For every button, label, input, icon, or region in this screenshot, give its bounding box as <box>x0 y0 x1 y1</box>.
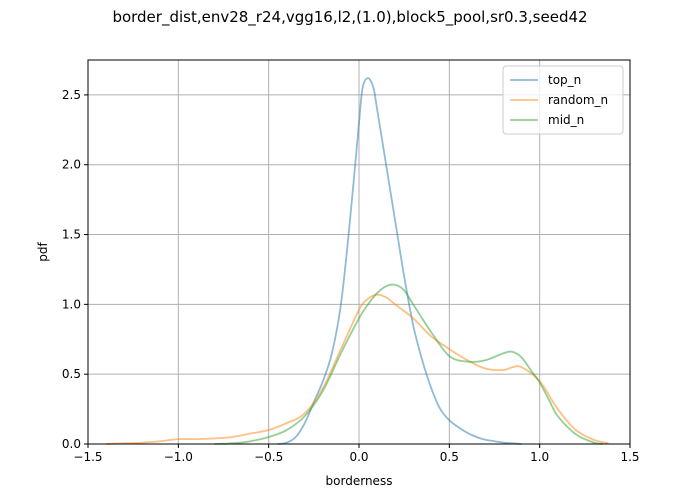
y-tick-label: 1.0 <box>62 297 81 311</box>
legend-label-random_n: random_n <box>548 93 608 107</box>
legend-label-mid_n: mid_n <box>548 113 584 127</box>
y-tick-label: 0.5 <box>62 367 81 381</box>
y-axis-label: pdf <box>36 242 50 262</box>
x-tick-label: −1.0 <box>164 450 193 464</box>
y-tick-label: 2.5 <box>62 88 81 102</box>
x-tick-label: 1.5 <box>620 450 639 464</box>
x-tick-label: 0.5 <box>440 450 459 464</box>
x-tick-label: −0.5 <box>254 450 283 464</box>
series-line-mid_n <box>214 283 604 445</box>
chart-title: border_dist,env28_r24,vgg16,l2,(1.0),blo… <box>112 8 587 27</box>
legend-label-top_n: top_n <box>548 73 581 87</box>
x-tick-label: −1.5 <box>73 450 102 464</box>
series-line-random_n <box>106 293 609 445</box>
legend: top_n random_n mid_n <box>502 65 624 135</box>
x-tick-label: 1.0 <box>530 450 549 464</box>
series-line-top_n <box>277 77 522 445</box>
axis-ticks: −1.5 −1.0 −0.5 0.0 0.5 1.0 1.5 0.0 0.5 1.0 1.5 2.0 2… <box>62 88 640 464</box>
y-tick-label: 1.5 <box>62 228 81 242</box>
y-tick-label: 0.0 <box>62 437 81 451</box>
x-tick-label: 0.0 <box>349 450 368 464</box>
series-layer <box>106 77 609 445</box>
y-tick-label: 2.0 <box>62 158 81 172</box>
legend-frame <box>502 65 624 135</box>
x-axis-label: borderness <box>326 474 393 488</box>
